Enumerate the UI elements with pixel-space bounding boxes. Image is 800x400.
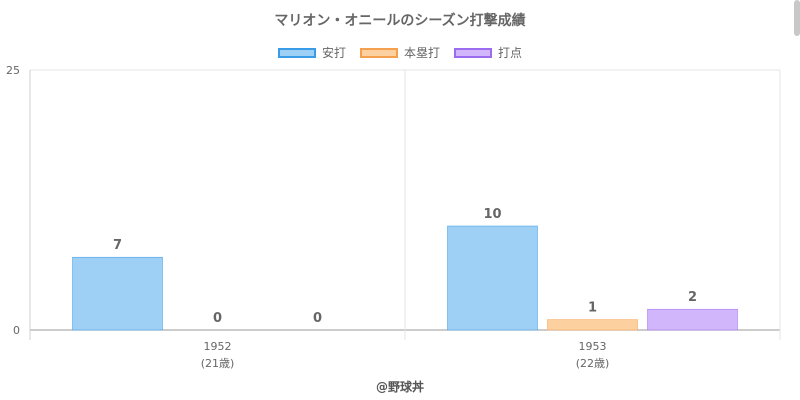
x-tick-sublabel: (21歳) (201, 357, 235, 370)
legend-item-rbi[interactable]: 打点 (454, 44, 522, 61)
legend-swatch-home-runs (359, 47, 398, 58)
legend-swatch-rbi (454, 47, 492, 58)
legend-item-home-runs[interactable]: 本塁打 (359, 44, 440, 61)
data-label: 10 (483, 207, 501, 222)
chart-legend: 安打 本塁打 打点 (0, 44, 800, 61)
bar-打点-1953 (647, 308, 738, 331)
data-label: 0 (313, 311, 322, 326)
y-tick-label: 25 (6, 64, 20, 77)
scrollbar-thumb[interactable] (794, 0, 800, 36)
x-tick-label: 1953 (579, 340, 607, 353)
data-label: 1 (588, 301, 597, 316)
credit-label: @野球丼 (375, 380, 424, 394)
chart-title: マリオン・オニールのシーズン打撃成績 (274, 13, 526, 29)
legend-label-home-runs: 本塁打 (403, 46, 440, 60)
legend-item-hits[interactable]: 安打 (277, 44, 346, 61)
y-tick-label: 0 (13, 324, 20, 337)
bar-安打-1952 (72, 256, 163, 331)
legend-label-rbi: 打点 (498, 46, 523, 60)
data-label: 0 (213, 311, 222, 326)
bar-本塁打-1953 (547, 319, 638, 331)
bar-安打-1953 (447, 225, 538, 331)
data-label: 2 (688, 290, 697, 305)
x-tick-label: 1952 (204, 340, 232, 353)
legend-swatch-hits (277, 47, 316, 58)
data-label: 7 (113, 238, 122, 253)
x-tick-sublabel: (22歳) (576, 357, 610, 370)
legend-label-hits: 安打 (321, 46, 346, 60)
